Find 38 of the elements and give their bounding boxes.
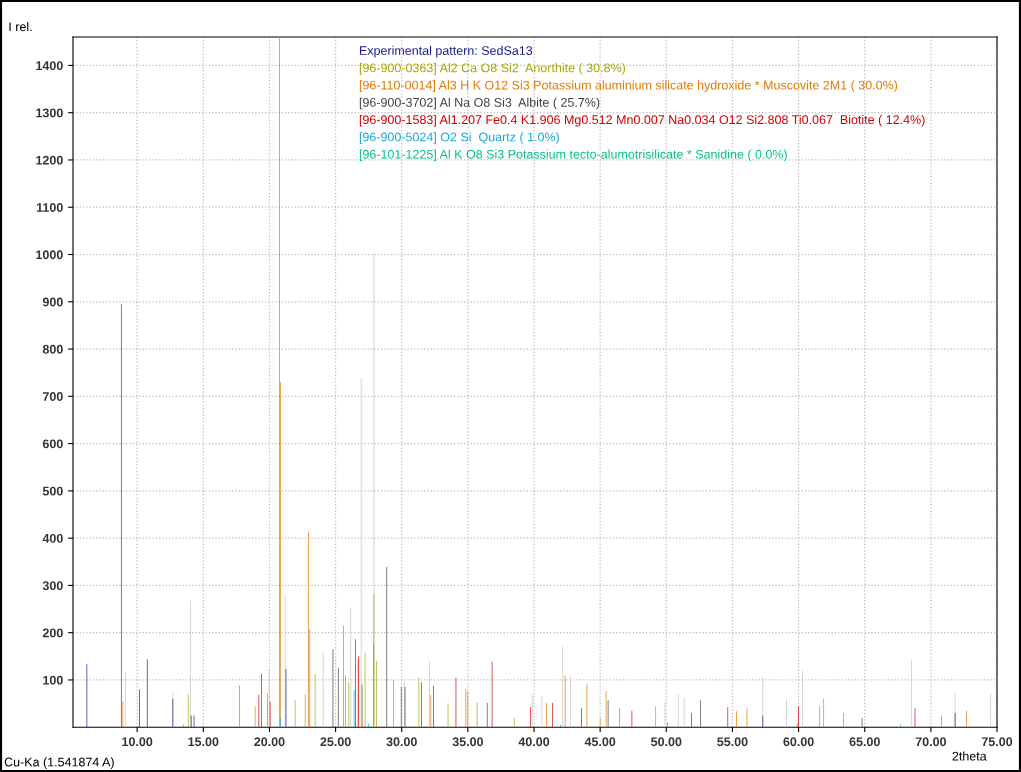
y-tick-label: 300: [42, 581, 63, 591]
x-axis-title: 2theta: [952, 751, 987, 761]
y-tick-label: 1400: [36, 61, 63, 71]
y-tick-label: 800: [42, 344, 63, 354]
y-tick-label: 700: [42, 392, 63, 401]
y-tick-label: 600: [42, 439, 63, 449]
x-tick-label: 50.00: [651, 737, 682, 747]
text: [96-101-1225] Al K O8 Si3 Potassium tecto-alumotrisilicate * Sanidine ( 0.0%): [359, 149, 787, 162]
x-tick-label: 35.00: [452, 737, 483, 747]
y-tick-label: 500: [42, 486, 63, 496]
y-axis-title: I rel.: [9, 21, 32, 32]
x-tick-label: 30.00: [386, 737, 417, 747]
x-tick-label: 45.00: [584, 737, 616, 747]
x-tick-label: 75.00: [981, 737, 1013, 747]
text: Experimental pattern: SedSa13: [359, 45, 533, 58]
x-tick-label: 65.00: [849, 737, 880, 747]
y-tick-label: 1000: [36, 250, 63, 260]
y-tick-label: 1200: [36, 155, 63, 165]
y-tick-label: 400: [42, 533, 63, 543]
x-tick-label: 70.00: [915, 737, 946, 747]
y-tick-label: 900: [42, 297, 63, 307]
y-tick-label: 100: [43, 675, 63, 685]
x-tick-label: 55.00: [717, 737, 748, 747]
text: Cu-Ka (1.541874 A): [4, 757, 114, 769]
x-tick-label: 60.00: [783, 737, 814, 747]
x-tick-label: 10.00: [122, 737, 153, 747]
y-tick-label: 200: [42, 628, 63, 638]
x-tick-label: 20.00: [254, 737, 285, 747]
x-tick-label: 40.00: [518, 737, 550, 747]
text: [96-900-1583] Al1.207 Fe0.4 K1.906 Mg0.512 Mn0.007 Na0.034 O12 Si2.808 Ti0.067 Biotite ( 12.4%): [359, 114, 925, 127]
y-tick-label: 1100: [36, 203, 63, 212]
x-tick-label: 25.00: [320, 737, 351, 747]
x-tick-label: 15.00: [188, 737, 219, 747]
text: [96-900-5024] O2 Si Quartz ( 1.0%): [359, 132, 559, 144]
text: [96-110-0014] Al3 H K O12 Si3 Potassium aluminium silicate hydroxide * Muscovite 2M1 ( 30.0%): [359, 80, 898, 93]
text: [96-900-3702] Al Na O8 Si3 Albite ( 25.7%): [359, 97, 600, 110]
text: [96-900-0363] Al2 Ca O8 Si2 Anorthite ( 30.8%): [359, 63, 626, 75]
y-tick-label: 1300: [36, 108, 63, 118]
